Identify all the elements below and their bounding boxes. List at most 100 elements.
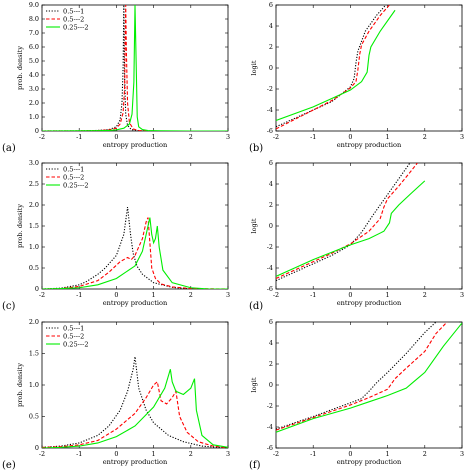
series-line-dotted — [42, 207, 228, 289]
panel-label: (f) — [249, 460, 261, 471]
x-tick-label: 1 — [152, 133, 156, 141]
series-line-solid — [42, 5, 228, 131]
y-tick-label: 0 — [35, 127, 39, 135]
x-tick-label: -1 — [76, 291, 82, 299]
legend-label: 0.25---2 — [63, 181, 89, 189]
x-tick-label: 0 — [348, 450, 352, 458]
x-axis-label: entropy production — [337, 299, 402, 307]
y-axis-label: prob. density — [16, 46, 24, 90]
plot-frame — [275, 321, 463, 449]
y-tick-label: 1.0 — [29, 243, 39, 251]
x-tick-label: 1 — [152, 450, 156, 458]
y-tick-label: -4 — [267, 264, 273, 272]
x-tick-label: 3 — [226, 133, 230, 141]
y-axis-label: prob. density — [16, 204, 24, 248]
y-tick-label: -6 — [267, 285, 273, 293]
y-tick-label: 0 — [269, 381, 273, 389]
series-line-dashed — [42, 217, 228, 289]
series-group — [276, 5, 396, 130]
x-tick-label: 3 — [226, 291, 230, 299]
series-group — [276, 163, 426, 282]
plot-frame — [275, 4, 463, 132]
series-line-solid — [276, 322, 462, 433]
panel-label: (b) — [249, 143, 263, 154]
y-tick-label: 2.0 — [29, 201, 39, 209]
x-tick-label: -1 — [310, 450, 316, 458]
panel-label: (e) — [2, 460, 16, 471]
y-tick-label: 6.0 — [29, 43, 39, 51]
x-tick-label: -1 — [76, 133, 82, 141]
series-line-dotted — [276, 163, 411, 282]
y-tick-label: -2 — [267, 85, 273, 93]
x-tick-label: 0 — [114, 291, 118, 299]
panel-label: (c) — [2, 301, 16, 312]
series-line-dotted — [42, 356, 228, 448]
y-axis-label: logit — [250, 218, 258, 233]
x-axis-label: entropy production — [103, 458, 168, 466]
y-tick-label: -2 — [267, 243, 273, 251]
y-axis-label: logit — [250, 377, 258, 392]
x-axis-label: entropy production — [103, 299, 168, 307]
series-group — [42, 207, 228, 289]
series-group — [276, 322, 462, 433]
y-tick-label: 4.0 — [29, 71, 39, 79]
y-tick-label: 9.0 — [29, 1, 39, 9]
x-tick-label: 2 — [189, 450, 193, 458]
y-tick-label: 3.0 — [29, 85, 39, 93]
y-tick-label: -2 — [267, 402, 273, 410]
x-tick-label: 1 — [386, 133, 390, 141]
series-line-dotted — [276, 5, 387, 128]
series-line-dashed — [276, 5, 390, 130]
x-tick-label: -2 — [273, 450, 279, 458]
y-tick-label: 3.0 — [29, 159, 39, 167]
x-tick-label: 3 — [460, 133, 464, 141]
x-axis-label: entropy production — [337, 141, 402, 149]
y-tick-label: 2 — [269, 201, 273, 209]
legend-label: 0.25---2 — [63, 23, 89, 31]
y-tick-label: 1.0 — [29, 381, 39, 389]
y-tick-label: 0 — [269, 64, 273, 72]
series-line-dotted — [42, 5, 228, 131]
x-tick-label: -2 — [273, 291, 279, 299]
x-tick-label: 0 — [348, 133, 352, 141]
y-tick-label: 0.5 — [29, 413, 39, 421]
series-group — [42, 356, 228, 448]
y-tick-label: 0 — [35, 285, 39, 293]
panel-3: -2 -1 0 1 2 3 -6 -4 -2 0 2 4 6 entropy production logi… — [249, 159, 464, 312]
y-tick-label: 4 — [269, 339, 273, 347]
y-tick-label: 2.0 — [29, 318, 39, 326]
panel-4: -2 -1 0 1 2 3 0 0.5 1.0 1.5 2.0 entropy production p… — [2, 318, 230, 471]
x-tick-label: 3 — [226, 450, 230, 458]
x-tick-label: -2 — [39, 450, 45, 458]
y-tick-label: 4 — [269, 22, 273, 30]
series-line-dotted — [276, 322, 437, 430]
x-tick-label: 3 — [460, 450, 464, 458]
y-tick-label: -6 — [267, 127, 273, 135]
x-axis-label: entropy production — [337, 458, 402, 466]
x-tick-label: 0 — [114, 133, 118, 141]
x-tick-label: 1 — [152, 291, 156, 299]
x-tick-label: 1 — [386, 450, 390, 458]
panel-2: -2 -1 0 1 2 3 0 0.5 1.0 1.5 2.0 2.5 3.0 entropy produ… — [2, 159, 230, 312]
legend-label: 0.25---2 — [63, 340, 89, 348]
x-tick-label: 2 — [423, 291, 427, 299]
y-tick-label: -6 — [267, 444, 273, 452]
x-tick-label: -1 — [76, 450, 82, 458]
panel-1: -2 -1 0 1 2 3 -6 -4 -2 0 2 4 6 entropy production logi… — [249, 1, 464, 154]
y-tick-label: 1.0 — [29, 113, 39, 121]
x-tick-label: 2 — [423, 450, 427, 458]
y-tick-label: 0 — [35, 444, 39, 452]
y-tick-label: 0 — [269, 222, 273, 230]
y-tick-label: 4 — [269, 180, 273, 188]
x-tick-label: 2 — [423, 133, 427, 141]
panel-label: (a) — [2, 143, 16, 154]
y-axis-label: prob. density — [16, 363, 24, 407]
x-tick-label: 3 — [460, 291, 464, 299]
x-tick-label: -1 — [310, 291, 316, 299]
series-group — [42, 5, 228, 131]
x-axis-label: entropy production — [103, 141, 168, 149]
series-line-dashed — [42, 380, 228, 448]
y-tick-label: 6 — [269, 318, 273, 326]
y-tick-label: 5.0 — [29, 57, 39, 65]
